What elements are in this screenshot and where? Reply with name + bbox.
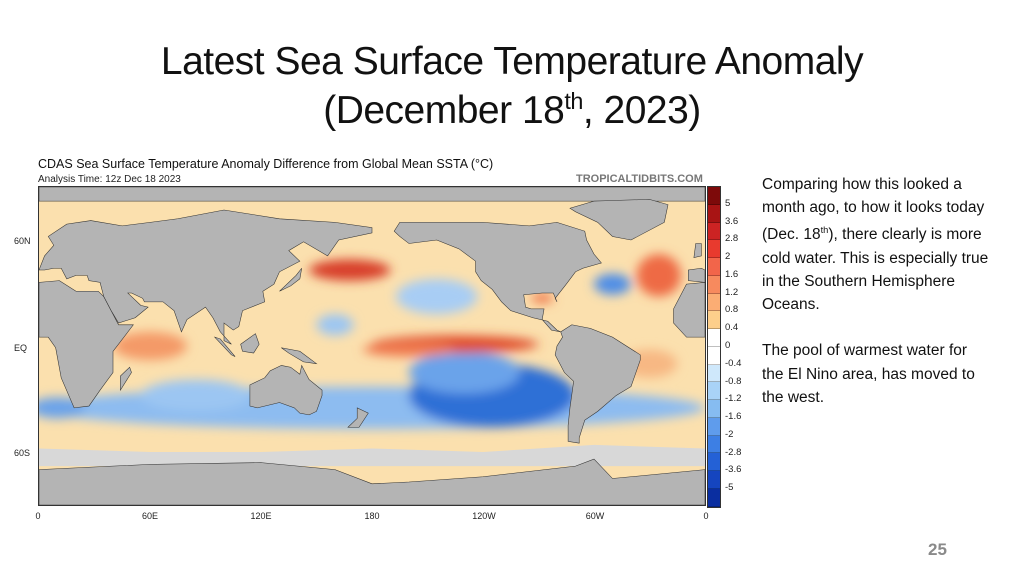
land-north-america [393,222,602,333]
colorbar-label: -0.4 [725,357,742,369]
land-borneo [240,333,260,354]
land-new-guinea [281,347,318,365]
land-britain [693,243,702,259]
colorbar-label: 2.8 [725,233,739,245]
colorbar-label: -2.8 [725,446,742,458]
lon-label: 0 [35,511,41,521]
lat-label-60n: 60N [14,236,31,246]
land-madagascar [120,366,132,392]
colorbar-label: 1.2 [725,286,739,298]
colorbar-swatch [708,258,720,276]
colorbar-swatch [708,471,720,490]
colorbar-swatch [708,417,720,436]
map-title: CDAS Sea Surface Temperature Anomaly Dif… [38,157,494,171]
notes-ordinal: th [820,225,829,236]
colorbar-label: 5 [725,197,731,209]
lon-label: 120W [472,511,496,521]
notes-text: Comparing how this looked a month ago, t… [762,173,992,432]
lat-label-eq: EQ [14,343,28,353]
land-new-zealand [347,407,369,428]
lon-label: 180 [364,511,380,521]
lon-label: 60W [585,511,605,521]
colorbar-label: 0.8 [725,304,739,316]
colorbar-label: 0 [725,340,731,351]
date-year: , 2023) [582,89,701,132]
notes-paragraph-2: The pool of warmest water for the El Nin… [762,342,975,406]
land-arctic [39,187,705,202]
colorbar-swatch [708,453,720,472]
map-analysis-time: Analysis Time: 12z Dec 18 2023 [38,174,181,185]
colorbar-swatch [708,382,720,401]
colorbar-swatch [708,346,720,365]
colorbar [707,186,721,508]
land-antarctica [39,458,705,505]
colorbar-swatch [708,311,720,330]
colorbar-label: 2 [725,251,731,263]
slide-number: 25 [928,540,947,559]
sst-anomaly-map [38,186,706,506]
anomaly-field [39,254,705,430]
land-iberia [688,267,705,283]
notes-text-part: Comparing how this looked a month ago, t… [762,176,985,244]
land-eurasia [39,209,373,345]
colorbar-swatch [708,329,720,347]
colorbar-swatch [708,364,720,383]
colorbar-label: 3.6 [725,215,739,227]
colorbar-swatch [708,222,720,241]
colorbar-label: -5 [725,482,734,494]
colorbar-swatch [708,293,720,312]
colorbar-swatch [708,204,720,223]
lon-label: 120E [250,511,272,521]
colorbar-swatch [708,435,720,454]
lat-label-60s: 60S [14,448,31,458]
land-africa-west [673,282,705,338]
colorbar-swatch [708,275,720,294]
land-masses [39,187,705,505]
notes-text-part: ), there clearly is more cold water. Thi… [762,226,989,314]
colorbar-label: -1.2 [725,393,742,405]
land-japan [279,268,302,292]
colorbar-swatch [708,489,720,507]
colorbar-label: -2 [725,428,734,440]
notes-paragraph-1: Comparing how this looked a month ago, t… [762,173,992,316]
land-africa [39,280,134,409]
colorbar-label: -3.6 [725,464,742,476]
colorbar-swatch [708,400,720,418]
date-text: (December 18 [323,89,565,132]
colorbar-swatch [708,187,720,205]
lon-label: 60E [141,511,159,521]
date-ordinal: th [564,88,583,114]
land-south-america [554,324,641,444]
land-greenland [569,199,669,241]
colorbar-swatch [708,240,720,259]
colorbar-label: -1.6 [725,411,742,423]
slide-title: Latest Sea Surface Temperature Anomaly [160,40,864,83]
land-sumatra [213,336,236,357]
colorbar-label: 0.4 [725,322,739,334]
slide-subtitle-date: (December 18th, 2023) [0,88,1024,133]
land-australia [249,364,323,416]
colorbar-label: 1.6 [725,268,739,280]
sea-ice-south [39,444,705,467]
colorbar-label: -0.8 [725,375,742,387]
map-credit: TROPICALTIDBITS.COM [576,173,703,185]
lon-label: 0 [703,511,709,521]
